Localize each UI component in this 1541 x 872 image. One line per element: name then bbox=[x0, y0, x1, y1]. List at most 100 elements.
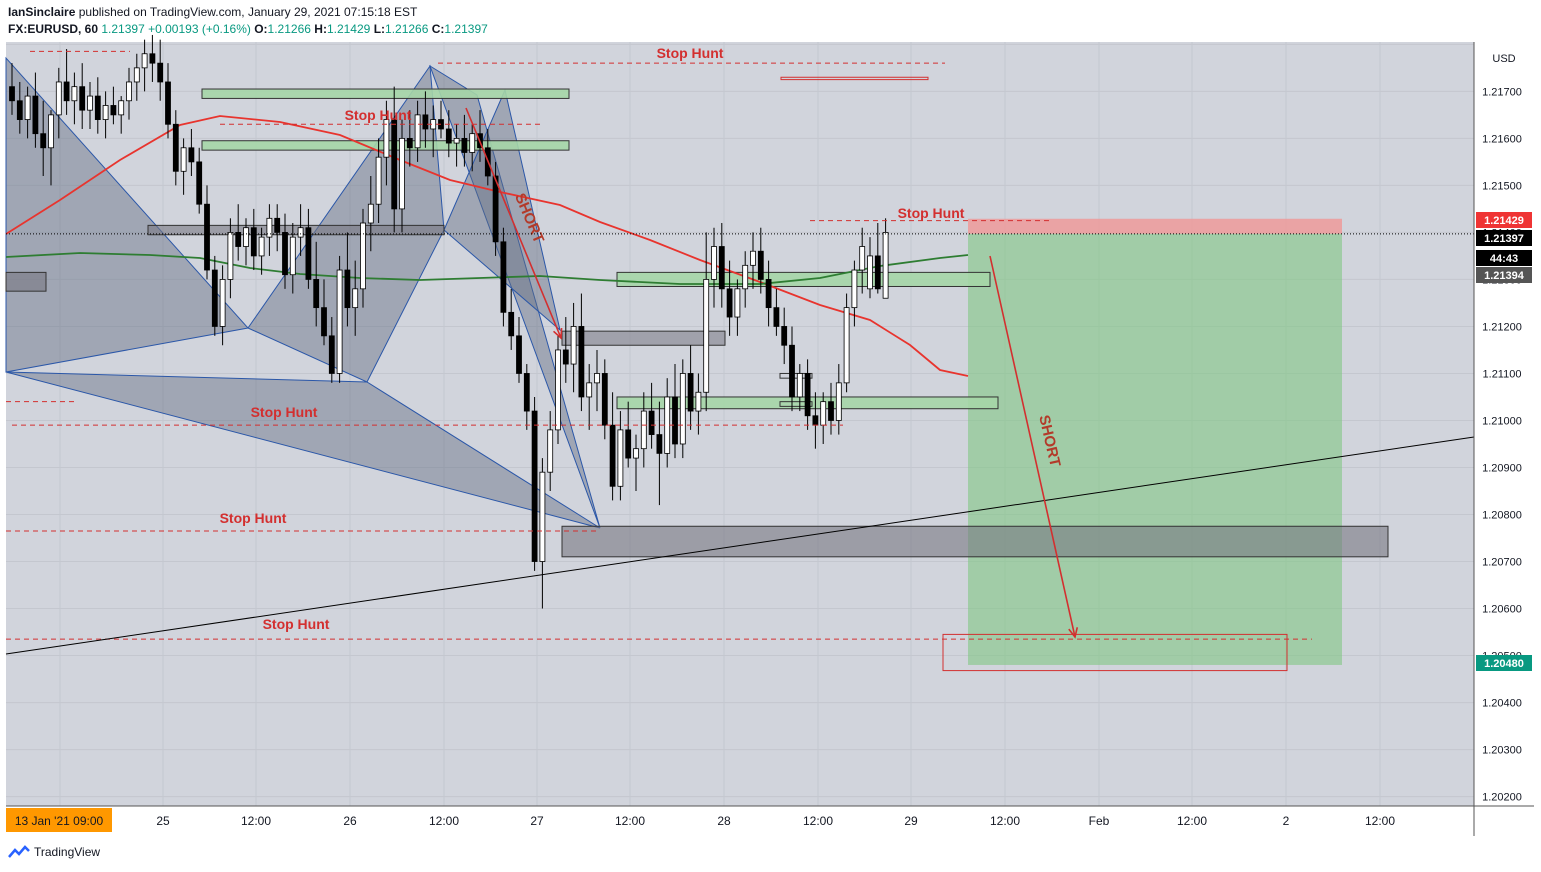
candle-body bbox=[804, 373, 811, 417]
candle-body bbox=[126, 81, 132, 102]
candle-body bbox=[321, 307, 327, 337]
candle-body bbox=[196, 161, 203, 205]
close-value: 1.21397 bbox=[444, 22, 488, 36]
candle-body bbox=[211, 269, 218, 327]
time-tick-label: 27 bbox=[530, 814, 544, 828]
time-tick-label: 2 bbox=[1283, 814, 1290, 828]
published-text: published on TradingView.com, January 29… bbox=[78, 5, 418, 19]
candle-body bbox=[40, 133, 47, 149]
candle-body bbox=[516, 335, 522, 374]
candle-body bbox=[820, 401, 827, 426]
candle-body bbox=[773, 307, 780, 327]
candle-body bbox=[562, 349, 569, 365]
candle-body bbox=[828, 401, 834, 421]
price-label-text: 1.20480 bbox=[1484, 658, 1524, 670]
candle-body bbox=[16, 100, 23, 120]
time-tick-label: 29 bbox=[904, 814, 918, 828]
time-tick-label: 28 bbox=[717, 814, 731, 828]
candle-body bbox=[305, 227, 312, 280]
symbol-name[interactable]: FX:EURUSD, 60 bbox=[8, 22, 99, 36]
candle-body bbox=[110, 105, 117, 116]
candle-body bbox=[547, 429, 554, 473]
candle-body bbox=[656, 434, 663, 454]
open-value: 1.21266 bbox=[267, 22, 311, 36]
candle-body bbox=[445, 128, 452, 144]
candle-body bbox=[695, 391, 702, 412]
harmonic-extension-triangle bbox=[5, 371, 601, 529]
candle-body bbox=[461, 137, 468, 153]
candle-body bbox=[679, 373, 686, 445]
small-zone-b bbox=[779, 401, 813, 407]
candle-body bbox=[227, 232, 234, 280]
tradingview-brand[interactable]: TradingView bbox=[34, 845, 101, 859]
candle-body bbox=[344, 269, 351, 309]
candle-body bbox=[835, 382, 842, 421]
candle-body bbox=[165, 81, 171, 125]
candle-body bbox=[796, 373, 803, 398]
candle-body bbox=[48, 114, 54, 149]
candle-layer bbox=[9, 34, 889, 609]
price-tick-label: 1.21100 bbox=[1483, 368, 1522, 380]
candle-body bbox=[391, 119, 398, 210]
candle-body bbox=[24, 95, 31, 120]
candle-body bbox=[711, 246, 717, 280]
time-tick-label: 12:00 bbox=[803, 814, 833, 828]
high-label: H: bbox=[314, 22, 327, 36]
price-tick-label: 1.20800 bbox=[1482, 510, 1522, 522]
candle-body bbox=[648, 410, 655, 435]
price-change: +0.00193 (+0.16%) bbox=[148, 22, 251, 36]
candle-body bbox=[672, 396, 678, 445]
candle-body bbox=[492, 175, 499, 243]
candle-body bbox=[367, 203, 374, 224]
price-tick-label: 1.20300 bbox=[1482, 745, 1522, 757]
stop-hunt-label: Stop Hunt bbox=[657, 45, 724, 61]
candle-body bbox=[32, 95, 39, 135]
candle-body bbox=[328, 335, 335, 374]
candle-body bbox=[469, 133, 476, 153]
author-name[interactable]: IanSinclaire bbox=[8, 5, 76, 19]
candle-body bbox=[118, 100, 125, 116]
candle-body bbox=[383, 119, 390, 158]
tradingview-logo-icon[interactable] bbox=[8, 845, 30, 859]
candle-body bbox=[523, 373, 530, 412]
small-zone-a bbox=[779, 372, 813, 379]
candle-body bbox=[79, 86, 86, 111]
candle-body bbox=[508, 311, 515, 337]
candle-body bbox=[882, 232, 889, 299]
candle-body bbox=[102, 105, 109, 120]
candle-body bbox=[266, 217, 273, 238]
candle-body bbox=[250, 227, 257, 257]
candle-body bbox=[734, 288, 741, 318]
candle-body bbox=[94, 95, 101, 120]
price-chart[interactable]: Stop Hunt Stop Hunt Stop Hunt Stop Hunt Stop… bbox=[0, 0, 1541, 845]
candle-body bbox=[586, 382, 593, 398]
candle-body bbox=[812, 415, 819, 426]
price-axis-bg bbox=[1474, 42, 1534, 836]
candle-body bbox=[336, 269, 343, 374]
candle-body bbox=[570, 326, 577, 365]
take-profit-zone bbox=[968, 233, 1342, 665]
candle-body bbox=[609, 424, 616, 487]
candle-body bbox=[406, 137, 413, 149]
candle-body bbox=[625, 429, 632, 459]
candle-body bbox=[500, 241, 507, 313]
high-value: 1.21429 bbox=[326, 22, 371, 36]
candle-body bbox=[843, 307, 850, 384]
candle-body bbox=[633, 448, 639, 459]
axis-layer: 1.217001.216001.215001.214001.213001.212… bbox=[6, 42, 1534, 836]
price-label-text: 1.21394 bbox=[1484, 270, 1525, 282]
stop-hunt-label: Stop Hunt bbox=[220, 510, 287, 526]
ma-200-green bbox=[5, 252, 969, 285]
candle-body bbox=[235, 232, 242, 247]
candle-body bbox=[157, 62, 164, 83]
candle-body bbox=[765, 279, 772, 309]
candle-body bbox=[726, 288, 733, 318]
price-label-text: 1.21429 bbox=[1484, 215, 1524, 227]
candle-body bbox=[757, 250, 764, 280]
short-arrow-1-head bbox=[553, 327, 563, 340]
candle-body bbox=[375, 156, 382, 205]
candle-body bbox=[71, 86, 78, 102]
left-grey-zone bbox=[5, 271, 47, 292]
candle-body bbox=[539, 471, 546, 562]
time-tick-label: Feb bbox=[1089, 814, 1110, 828]
